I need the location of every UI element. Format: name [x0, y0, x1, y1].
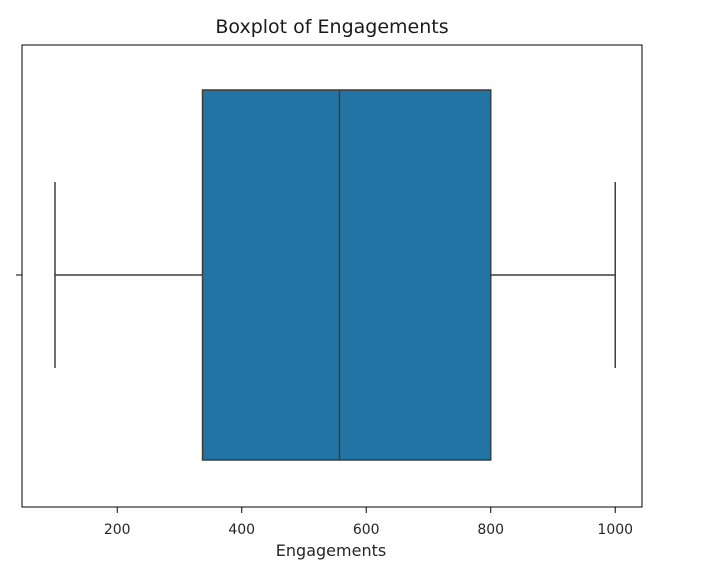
chart-title: Boxplot of Engagements: [215, 16, 448, 38]
x-tick-label: 600: [353, 522, 380, 538]
x-tick-label: 1000: [597, 522, 633, 538]
x-tick-label: 200: [104, 522, 131, 538]
x-tick-label: 800: [477, 522, 504, 538]
x-tick-label: 400: [228, 522, 255, 538]
x-axis-ticks: 200 400 600 800 1000: [104, 507, 633, 538]
x-axis-label: Engagements: [276, 541, 386, 560]
iqr-box: [201, 89, 492, 461]
plot-frame: [21, 44, 643, 508]
plot-marks: [54, 89, 616, 461]
